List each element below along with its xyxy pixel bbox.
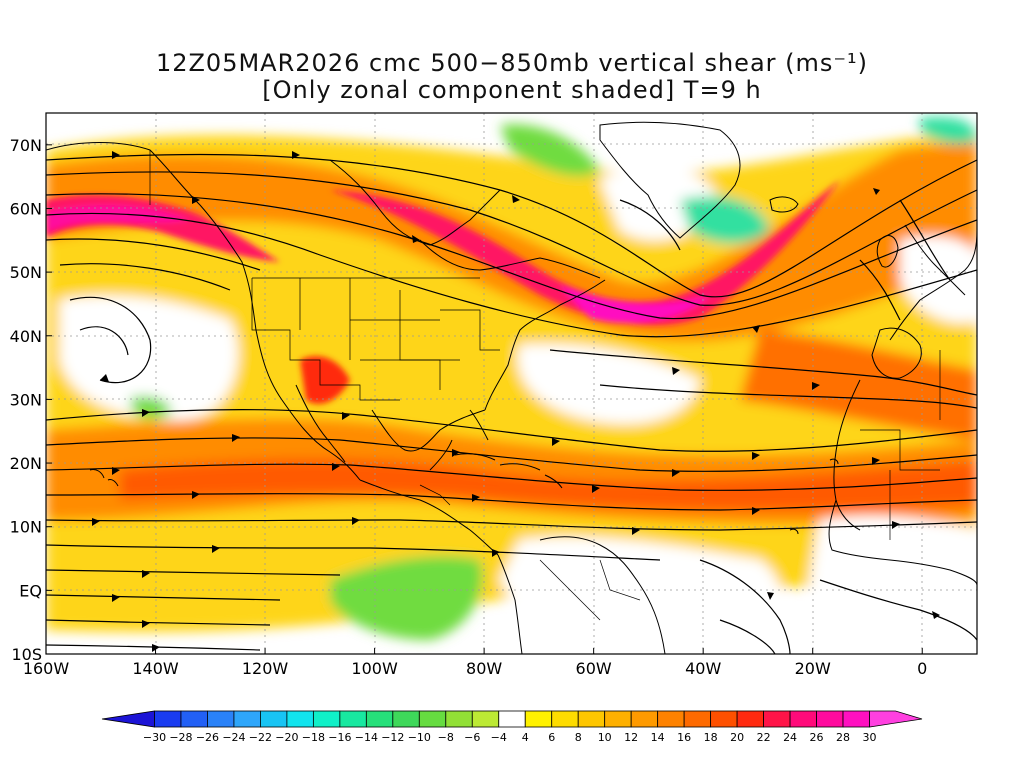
colorbar-swatch xyxy=(604,710,632,728)
colorbar-label: 20 xyxy=(730,731,744,744)
lat-tick-label: 50N xyxy=(10,263,42,282)
colorbar-label: 6 xyxy=(548,731,555,744)
colorbar-label: −30 xyxy=(143,731,166,744)
title-line-1: 12Z05MAR2026 cmc 500−850mb vertical shea… xyxy=(156,49,868,77)
colorbar-label: 26 xyxy=(810,731,824,744)
colorbar-label: −8 xyxy=(438,731,454,744)
lat-tick-label: 10S xyxy=(11,645,42,664)
title-line-2: [Only zonal component shaded] T=9 h xyxy=(262,76,761,104)
colorbar-swatch xyxy=(392,710,420,728)
colorbar-label: 30 xyxy=(863,731,877,744)
colorbar-label: 22 xyxy=(757,731,771,744)
colorbar-swatch xyxy=(233,710,261,728)
lon-tick-label: 40W xyxy=(685,659,721,678)
colorbar-swatch xyxy=(445,710,473,728)
colorbar-label: 14 xyxy=(651,731,665,744)
colorbar-label: 16 xyxy=(677,731,691,744)
colorbar-label: −20 xyxy=(275,731,298,744)
colorbar-arrow-high xyxy=(869,710,923,728)
lat-tick-label: 10N xyxy=(10,518,42,537)
colorbar-swatch xyxy=(842,710,870,728)
colorbar-swatch xyxy=(524,710,553,728)
lat-tick-label: 60N xyxy=(10,199,42,218)
colorbar-label: −22 xyxy=(249,731,272,744)
colorbar-label: −14 xyxy=(355,731,378,744)
lon-tick-label: 20W xyxy=(795,659,831,678)
lat-tick-label: 30N xyxy=(10,390,42,409)
lon-tick-label: 140W xyxy=(132,659,179,678)
colorbar-swatch xyxy=(365,710,394,728)
colorbar: −30 −28 −26 −24 −22 −20 −18 −16 −14 −12 −10 −8 −6 −4 4… xyxy=(101,710,923,744)
colorbar-label: −12 xyxy=(381,731,404,744)
colorbar-label: −26 xyxy=(196,731,219,744)
colorbar-swatch xyxy=(577,710,606,728)
lon-tick-label: 0 xyxy=(917,659,927,678)
colorbar-swatch xyxy=(471,710,500,728)
colorbar-swatch xyxy=(789,710,817,728)
colorbar-swatch xyxy=(312,710,341,728)
colorbar-label: −24 xyxy=(222,731,245,744)
colorbar-swatch xyxy=(657,710,685,728)
colorbar-swatch xyxy=(418,710,447,728)
colorbar-label: −28 xyxy=(169,731,192,744)
colorbar-swatch xyxy=(710,710,738,728)
colorbar-swatch xyxy=(260,710,288,728)
colorbar-label: 24 xyxy=(783,731,797,744)
longitude-axis: 160W 140W 120W 100W 80W 60W 40W 20W 0 xyxy=(23,648,927,678)
colorbar-label: −16 xyxy=(328,731,351,744)
lon-tick-label: 120W xyxy=(242,659,289,678)
colorbar-swatch xyxy=(551,710,579,728)
colorbar-label: 10 xyxy=(598,731,612,744)
lon-tick-label: 100W xyxy=(351,659,398,678)
colorbar-label: −18 xyxy=(302,731,325,744)
colorbar-swatch xyxy=(630,710,659,728)
colorbar-swatch xyxy=(207,710,235,728)
colorbar-label: −6 xyxy=(464,731,480,744)
latitude-axis: 70N 60N 50N 40N 30N 20N 10N EQ 10S xyxy=(10,136,52,664)
lat-tick-label: 40N xyxy=(10,327,42,346)
stream-arrows xyxy=(92,151,940,652)
colorbar-label: −4 xyxy=(491,731,507,744)
colorbar-swatch xyxy=(816,710,844,728)
lat-tick-label: EQ xyxy=(19,581,42,600)
lon-tick-label: 60W xyxy=(576,659,612,678)
colorbar-swatch xyxy=(180,710,208,728)
shear-shading xyxy=(46,117,977,650)
colorbar-arrow-low xyxy=(101,710,155,728)
streamlines xyxy=(46,153,977,654)
lat-tick-label: 70N xyxy=(10,136,42,155)
colorbar-swatch xyxy=(339,710,367,728)
coastlines xyxy=(46,121,977,654)
colorbar-swatch xyxy=(286,710,314,728)
colorbar-label: 4 xyxy=(522,731,529,744)
lon-tick-label: 160W xyxy=(23,659,70,678)
colorbar-label: 12 xyxy=(624,731,638,744)
colorbar-swatch xyxy=(154,710,182,728)
map-panel xyxy=(46,113,977,654)
colorbar-label: −10 xyxy=(408,731,431,744)
colorbar-label: 18 xyxy=(704,731,718,744)
colorbar-swatch xyxy=(763,710,791,728)
colorbar-label: 28 xyxy=(836,731,850,744)
borders xyxy=(149,150,941,621)
colorbar-label: 8 xyxy=(575,731,582,744)
colorbar-swatch xyxy=(683,710,712,728)
colorbar-swatch xyxy=(736,710,764,728)
lon-tick-label: 80W xyxy=(466,659,502,678)
map-frame xyxy=(45,112,978,655)
colorbar-swatch xyxy=(498,710,526,728)
lat-tick-label: 20N xyxy=(10,454,42,473)
